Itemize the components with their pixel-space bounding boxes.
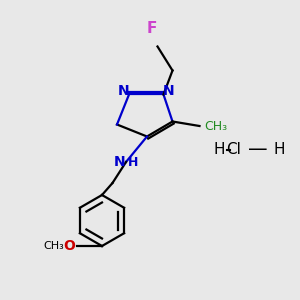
Text: O: O [63,239,75,253]
Text: N: N [163,85,175,98]
Text: H: H [213,142,225,158]
Text: CH₃: CH₃ [204,119,227,133]
Text: Cl: Cl [226,142,242,158]
Text: H: H [128,155,139,169]
Text: —: — [248,140,268,160]
Text: N: N [114,155,126,169]
Text: H: H [273,142,285,158]
Text: CH₃: CH₃ [44,241,64,251]
Text: F: F [146,21,157,36]
Text: N: N [118,85,129,98]
